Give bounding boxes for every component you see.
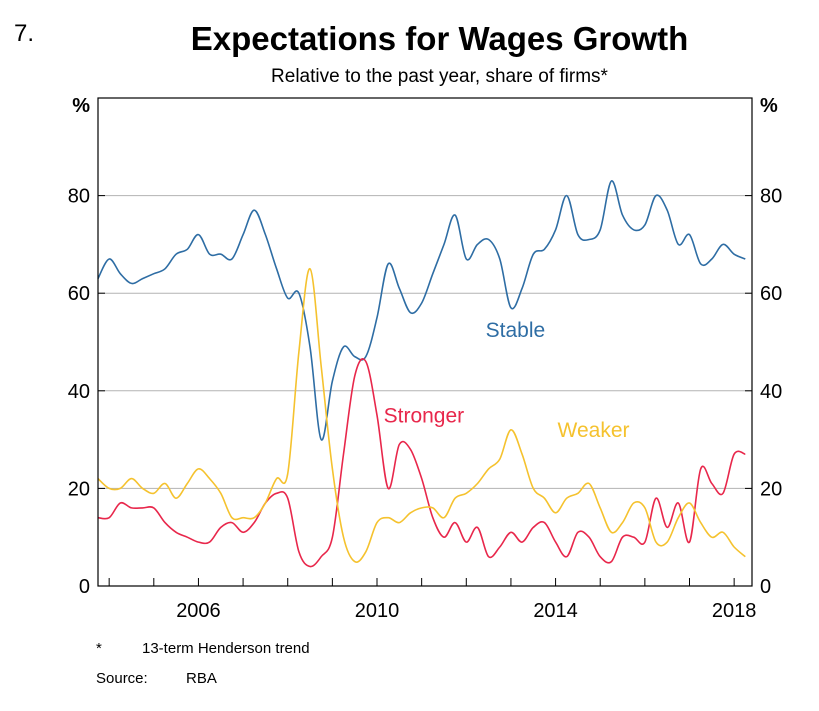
y-tick-label-right-20: 20 [760, 478, 782, 500]
source-note: Source: RBA [96, 670, 217, 687]
y-tick-label-right-40: 40 [760, 381, 782, 403]
y-tick-label-left-40: 40 [68, 381, 90, 403]
grid-lines [98, 195, 752, 489]
y-tick-label-left-60: 60 [68, 283, 90, 305]
x-tick-label-2018: 2018 [712, 600, 757, 622]
series-labels: Stable Stronger Weaker [384, 319, 630, 442]
figure-number: 7. [14, 20, 35, 47]
footnote-mark: * [96, 640, 102, 657]
y-axis-unit-right: % [760, 95, 778, 117]
y-tick-label-right-80: 80 [760, 186, 782, 208]
series-line-stronger [97, 358, 746, 568]
footnote: * 13-term Henderson trend [96, 640, 310, 657]
source-text: RBA [186, 670, 217, 687]
series-line-stable [97, 180, 746, 441]
chart-subtitle: Relative to the past year, share of firm… [271, 66, 608, 87]
chart-title: Expectations for Wages Growth [190, 20, 689, 57]
y-tick-label-right-60: 60 [760, 283, 782, 305]
plot-border [97, 97, 753, 587]
y-tick-label-left-80: 80 [68, 186, 90, 208]
x-tick-label-2010: 2010 [355, 600, 400, 622]
series-label-weaker: Weaker [558, 419, 630, 442]
y-tick-label-left-20: 20 [68, 478, 90, 500]
source-label: Source: [96, 670, 148, 687]
y-tick-label-left-0: 0 [79, 576, 90, 598]
plot-frame [97, 97, 753, 587]
series-lines [97, 180, 746, 568]
footnote-text: 13-term Henderson trend [142, 640, 310, 657]
x-tick-label-2006: 2006 [176, 600, 221, 622]
series-label-stronger: Stronger [384, 405, 465, 428]
axis-ticks [98, 195, 752, 587]
y-tick-label-right-0: 0 [760, 576, 771, 598]
series-line-weaker [97, 267, 746, 563]
x-tick-label-2014: 2014 [533, 600, 578, 622]
y-axis-unit-left: % [72, 95, 90, 117]
series-label-stable: Stable [486, 319, 546, 342]
